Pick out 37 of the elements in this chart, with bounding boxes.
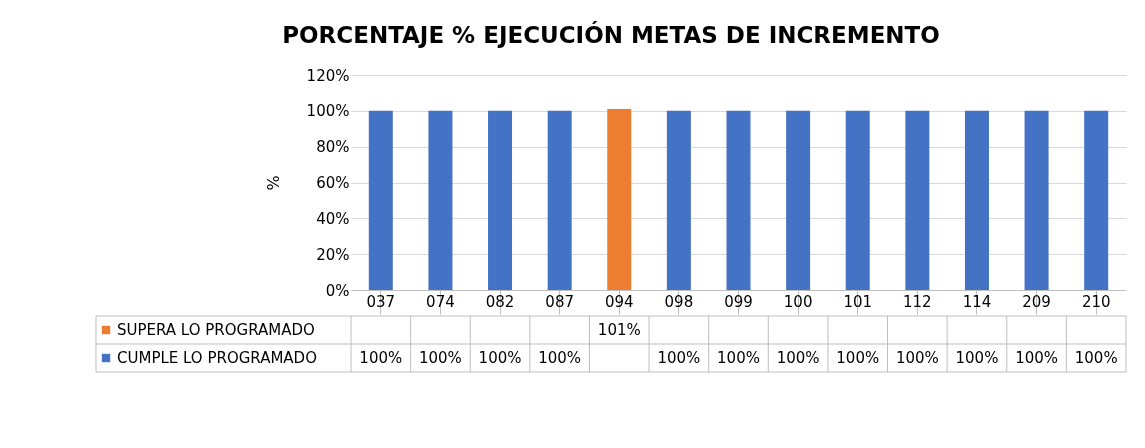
data-label: 100% xyxy=(657,349,701,367)
data-label: 100% xyxy=(836,349,880,367)
y-tick-label: 60% xyxy=(316,174,350,192)
legend-label: CUMPLE LO PROGRAMADO xyxy=(117,349,317,367)
y-tick-label: 100% xyxy=(306,102,350,121)
data-label: 100% xyxy=(955,349,999,367)
x-tick-label: 099 xyxy=(724,292,753,311)
x-tick-label: 082 xyxy=(485,292,515,311)
data-label: 100% xyxy=(478,349,522,367)
data-label: 100% xyxy=(418,349,462,367)
x-tick-label: 087 xyxy=(545,292,574,311)
data-label: 100% xyxy=(895,349,939,367)
data-label: 100% xyxy=(1015,349,1059,367)
x-tick-label: 112 xyxy=(903,292,932,311)
x-tick-label: 114 xyxy=(962,292,992,311)
y-tick-label: 120% xyxy=(306,66,350,85)
x-tick-label: 210 xyxy=(1081,292,1111,311)
data-label: 100% xyxy=(1074,349,1118,367)
chart-title: PORCENTAJE % EJECUCIÓN METAS DE INCREMENTO xyxy=(282,21,940,48)
data-label: 100% xyxy=(717,349,760,367)
data-label: 100% xyxy=(538,349,582,367)
y-axis-title: % xyxy=(263,175,283,191)
y-tick-label: 0% xyxy=(325,281,350,300)
x-tick-label: 074 xyxy=(426,292,455,311)
x-tick-label: 098 xyxy=(664,292,694,311)
x-tick-label: 101 xyxy=(843,292,873,311)
data-label: 101% xyxy=(597,321,641,339)
legend-label: SUPERA LO PROGRAMADO xyxy=(117,321,315,339)
y-tick-label: 20% xyxy=(316,245,350,264)
x-tick-label: 037 xyxy=(366,292,396,311)
x-tick-label: 209 xyxy=(1022,292,1051,311)
x-tick-label: 094 xyxy=(604,292,634,311)
y-tick-label: 80% xyxy=(316,138,350,157)
data-label: 100% xyxy=(776,349,820,367)
y-tick-label: 40% xyxy=(316,209,350,228)
x-tick-label: 100 xyxy=(783,292,813,311)
data-label: 100% xyxy=(359,349,403,367)
